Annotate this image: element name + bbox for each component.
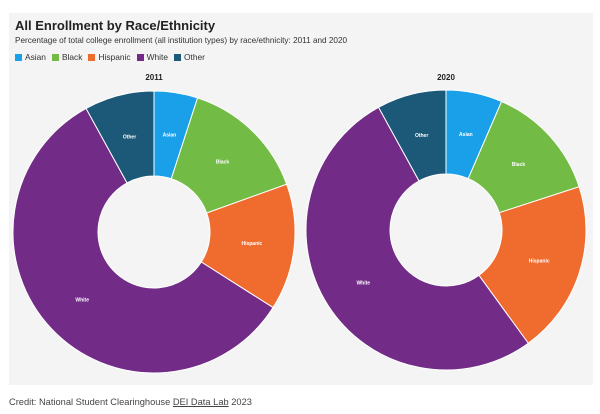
donut-title-2020: 2020 — [437, 73, 455, 82]
legend-label-asian: Asian — [25, 52, 46, 62]
chart-subtitle: Percentage of total college enrollment (… — [15, 36, 348, 45]
slice-2011-white[interactable] — [12, 107, 274, 374]
slice-label-2011-black: Black — [216, 159, 230, 165]
legend-label-other: Other — [183, 52, 205, 62]
legend-swatch-other — [173, 53, 181, 61]
legend-swatch-asian — [15, 53, 22, 61]
donut-title-2011: 2011 — [145, 73, 163, 82]
legend-item-white[interactable]: White — [136, 52, 168, 62]
legend-item-other[interactable]: Other — [173, 52, 205, 62]
legend-item-asian[interactable]: Asian — [15, 52, 46, 62]
slice-label-2011-white: White — [75, 297, 89, 303]
slice-2011-other[interactable] — [85, 90, 155, 184]
legend-item-black[interactable]: Black — [51, 52, 83, 62]
legend-swatch-white — [136, 53, 144, 61]
slice-label-2011-other: Other — [123, 135, 136, 141]
slice-label-2011-asian: Asian — [163, 133, 177, 139]
legend-label-white: White — [146, 52, 168, 62]
legend-swatch-black — [51, 53, 59, 61]
credit-source: Credit: National Student Clearinghouse — [9, 397, 171, 407]
legend-item-hispanic[interactable]: Hispanic — [88, 52, 131, 62]
slice-label-2020-hispanic: Hispanic — [529, 258, 550, 264]
legend-swatch-hispanic — [88, 53, 96, 61]
slice-label-2020-asian: Asian — [459, 132, 473, 138]
credit-link[interactable]: DEI Data Lab — [172, 397, 229, 407]
chart-title: All Enrollment by Race/Ethnicity — [15, 18, 216, 33]
slice-2020-hispanic[interactable] — [478, 186, 587, 344]
legend: Asian Black Hispanic White Other — [15, 52, 211, 62]
legend-label-black: Black — [61, 52, 83, 62]
legend-label-hispanic: Hispanic — [98, 52, 131, 62]
credit-year: 2023 — [231, 397, 252, 407]
slice-label-2020-white: White — [356, 281, 370, 287]
slice-label-2011-hispanic: Hispanic — [241, 241, 262, 247]
slice-label-2020-other: Other — [415, 133, 428, 139]
slice-2020-white[interactable] — [305, 106, 529, 371]
credit-line: Credit: National Student Clearinghouse D… — [9, 397, 252, 407]
slice-2020-black[interactable] — [467, 100, 580, 214]
slice-2020-other[interactable] — [377, 89, 447, 182]
slice-label-2020-black: Black — [512, 162, 526, 168]
